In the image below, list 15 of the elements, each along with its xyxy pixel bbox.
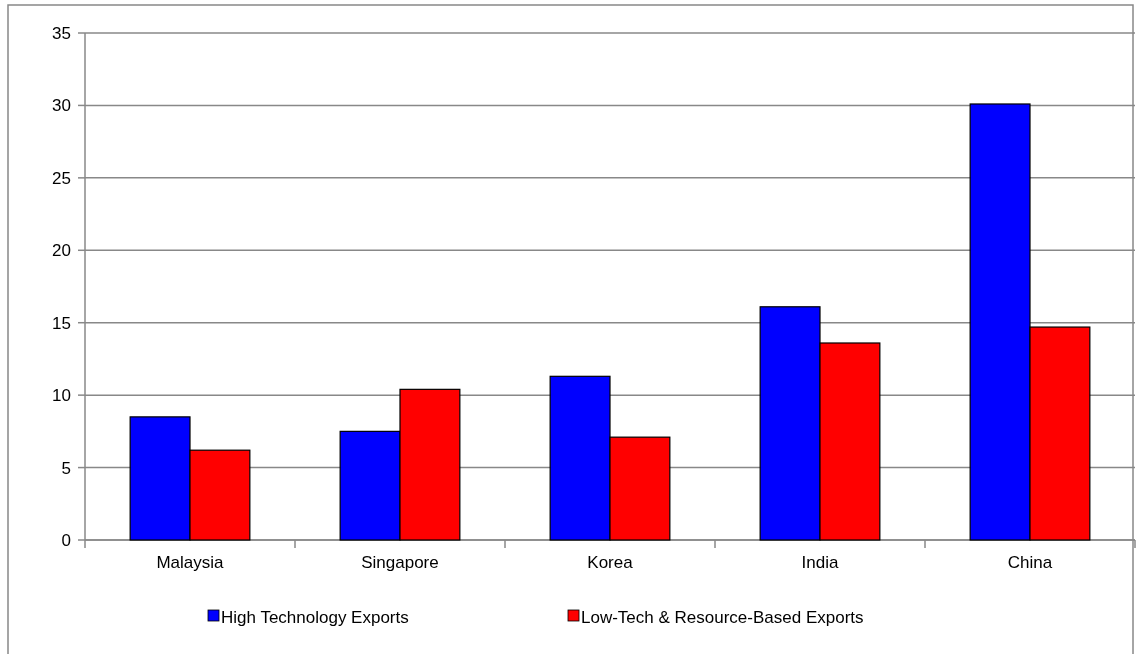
legend-label: Low-Tech & Resource-Based Exports <box>581 607 864 627</box>
y-tick-label: 0 <box>61 530 71 550</box>
y-tick-label: 25 <box>52 168 71 188</box>
legend-label: High Technology Exports <box>221 607 409 627</box>
y-tick-label: 15 <box>52 313 71 333</box>
y-tick-label: 30 <box>52 96 71 116</box>
y-tick-label: 20 <box>52 241 71 261</box>
x-tick-label: Singapore <box>361 553 439 572</box>
x-tick-label: Korea <box>587 553 634 572</box>
x-tick-label: Malaysia <box>156 553 225 572</box>
x-tick-label: China <box>1007 553 1053 572</box>
y-tick-label: 10 <box>52 386 71 406</box>
y-tick-label: 35 <box>52 23 71 43</box>
x-tick-label: India <box>801 553 839 572</box>
y-tick-label: 5 <box>61 458 71 478</box>
